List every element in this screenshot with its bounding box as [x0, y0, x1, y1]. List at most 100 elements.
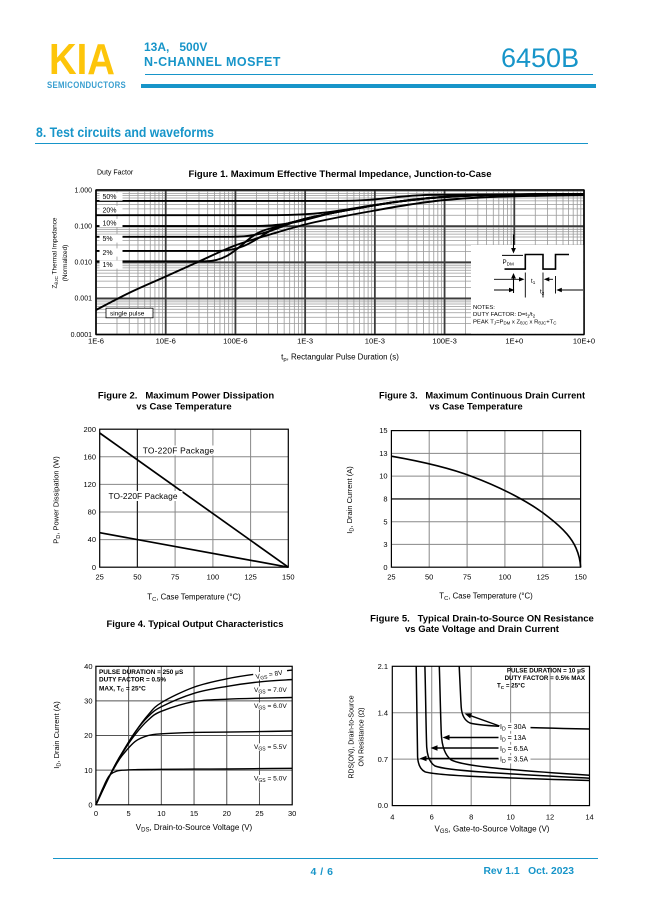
svg-text:t1: t1	[531, 278, 536, 285]
svg-text:10: 10	[157, 809, 165, 818]
svg-text:3: 3	[383, 540, 387, 549]
svg-text:TO-220F Package: TO-220F Package	[109, 491, 178, 501]
svg-text:0.7: 0.7	[378, 755, 388, 764]
svg-text:6: 6	[430, 813, 434, 822]
svg-text:ID = 3.5A: ID = 3.5A	[500, 757, 528, 765]
svg-text:VGS = 5.5V: VGS = 5.5V	[254, 744, 287, 752]
svg-text:10E+0: 10E+0	[573, 337, 595, 346]
svg-text:PULSE DURATION = 10 μS: PULSE DURATION = 10 μS	[507, 668, 585, 675]
svg-text:5%: 5%	[103, 236, 113, 243]
svg-text:125: 125	[537, 573, 550, 582]
svg-text:ID, Drain Current (A): ID, Drain Current (A)	[345, 466, 356, 534]
svg-text:20%: 20%	[103, 208, 117, 215]
svg-text:ID, Drain Current (A): ID, Drain Current (A)	[52, 701, 63, 769]
svg-text:1E-6: 1E-6	[88, 337, 104, 346]
svg-text:100E-6: 100E-6	[223, 337, 248, 346]
svg-text:75: 75	[171, 573, 179, 582]
svg-text:VDS, Drain-to-Source Voltage (: VDS, Drain-to-Source Voltage (V)	[136, 823, 253, 834]
svg-text:VGS, Gate-to-Source Voltage (V: VGS, Gate-to-Source Voltage (V)	[435, 825, 550, 836]
svg-text:RDS(ON), Drain-to-Source: RDS(ON), Drain-to-Source	[349, 695, 356, 778]
svg-text:single pulse: single pulse	[110, 310, 145, 317]
svg-text:0: 0	[92, 563, 96, 572]
svg-text:ID = 6.5A: ID = 6.5A	[500, 746, 528, 754]
svg-text:15: 15	[190, 809, 198, 818]
svg-text:100: 100	[499, 573, 512, 582]
svg-text:10: 10	[84, 766, 92, 775]
svg-text:100E-3: 100E-3	[432, 337, 457, 346]
svg-text:20: 20	[223, 809, 231, 818]
svg-text:vs Case Temperature: vs Case Temperature	[429, 401, 522, 411]
svg-text:100: 100	[207, 573, 220, 582]
svg-text:1E-3: 1E-3	[297, 337, 313, 346]
svg-text:4: 4	[390, 813, 394, 822]
svg-text:Figure 4. Typical Output Chara: Figure 4. Typical Output Characteristics	[107, 618, 284, 629]
svg-text:0.100: 0.100	[74, 223, 92, 230]
svg-text:12: 12	[546, 813, 554, 822]
svg-text:50: 50	[133, 573, 141, 582]
svg-text:80: 80	[88, 508, 96, 517]
svg-text:200: 200	[83, 425, 96, 434]
svg-text:PD, Power Dissipation (W): PD, Power Dissipation (W)	[52, 456, 63, 544]
svg-text:0.001: 0.001	[74, 296, 92, 303]
svg-text:DUTY FACTOR = 0.5% MAX: DUTY FACTOR = 0.5% MAX	[505, 675, 586, 682]
svg-text:(Normalized): (Normalized)	[62, 245, 69, 282]
svg-text:8: 8	[383, 495, 387, 504]
svg-text:13: 13	[379, 449, 387, 458]
svg-text:75: 75	[463, 573, 471, 582]
svg-text:10: 10	[379, 472, 387, 481]
svg-text:MAX, TC = 25°C: MAX, TC = 25°C	[99, 684, 146, 693]
svg-text:150: 150	[282, 573, 295, 582]
svg-text:1%: 1%	[103, 262, 113, 269]
svg-text:150: 150	[574, 573, 587, 582]
svg-text:25: 25	[255, 809, 263, 818]
svg-text:DUTY FACTOR: D=t1/t2: DUTY FACTOR: D=t1/t2	[473, 312, 536, 318]
svg-text:1E+0: 1E+0	[505, 337, 523, 346]
svg-text:Figure 2. Maximum Power Diss: Figure 2. Maximum Power Dissipation	[98, 390, 275, 401]
svg-text:5: 5	[127, 809, 131, 818]
svg-text:0.0001: 0.0001	[71, 332, 93, 339]
svg-text:t2: t2	[540, 288, 545, 295]
svg-text:14: 14	[585, 813, 593, 822]
svg-text:0: 0	[94, 809, 98, 818]
svg-text:Figure 1. Maximum Effective Th: Figure 1. Maximum Effective Thermal Impe…	[188, 169, 491, 180]
svg-text:VGS = 6.0V: VGS = 6.0V	[254, 703, 287, 711]
svg-text:TC, Case Temperature (°C): TC, Case Temperature (°C)	[147, 593, 241, 604]
svg-text:PEAK TJ=PDM x ZθJC x RθJC+TC: PEAK TJ=PDM x ZθJC x RθJC+TC	[473, 319, 556, 325]
svg-text:50%: 50%	[103, 194, 117, 201]
svg-text:50: 50	[425, 573, 433, 582]
svg-text:VGS = 5.0V: VGS = 5.0V	[254, 776, 287, 784]
svg-text:0: 0	[88, 800, 92, 809]
svg-text:NOTES:: NOTES:	[473, 305, 495, 311]
svg-text:0: 0	[383, 563, 387, 572]
svg-text:15: 15	[379, 426, 387, 435]
svg-text:DUTY FACTOR = 0.5%: DUTY FACTOR = 0.5%	[99, 677, 166, 684]
svg-text:TO-220F Package: TO-220F Package	[143, 446, 215, 456]
svg-text:8: 8	[469, 813, 473, 822]
svg-text:vs Case Temperature: vs Case Temperature	[136, 401, 231, 412]
svg-text:125: 125	[244, 573, 257, 582]
svg-text:20: 20	[84, 731, 92, 740]
svg-text:Figure 3. Maximum Continuous: Figure 3. Maximum Continuous Drain Curre…	[379, 390, 585, 400]
svg-text:PDM: PDM	[503, 259, 514, 267]
svg-text:1.000: 1.000	[74, 187, 92, 194]
svg-text:PULSE DURATION = 250 μS: PULSE DURATION = 250 μS	[99, 669, 184, 676]
svg-text:40: 40	[84, 662, 92, 671]
svg-text:Figure 5. Typical Drain-to-S: Figure 5. Typical Drain-to-Source ON Res…	[370, 615, 594, 624]
svg-text:tp, Rectangular Pulse Duration: tp, Rectangular Pulse Duration (s)	[281, 353, 399, 364]
svg-text:0.0: 0.0	[378, 801, 388, 810]
svg-text:ZθJC Thermal Impedance: ZθJC Thermal Impedance	[52, 217, 60, 288]
svg-text:Duty Factor: Duty Factor	[97, 170, 134, 177]
svg-text:ID = 30A: ID = 30A	[500, 724, 526, 732]
svg-text:10%: 10%	[103, 221, 117, 228]
svg-text:ID = 13A: ID = 13A	[500, 735, 526, 743]
svg-text:10: 10	[506, 813, 514, 822]
svg-text:10E-3: 10E-3	[365, 337, 385, 346]
svg-text:1.4: 1.4	[378, 708, 388, 717]
svg-text:25: 25	[387, 573, 395, 582]
svg-text:2.1: 2.1	[378, 662, 388, 671]
svg-text:vs Gate Voltage and Drain Curr: vs Gate Voltage and Drain Current	[405, 624, 560, 635]
svg-text:30: 30	[84, 697, 92, 706]
svg-text:2%: 2%	[103, 250, 113, 257]
svg-text:5: 5	[383, 517, 387, 526]
svg-text:25: 25	[96, 573, 104, 582]
